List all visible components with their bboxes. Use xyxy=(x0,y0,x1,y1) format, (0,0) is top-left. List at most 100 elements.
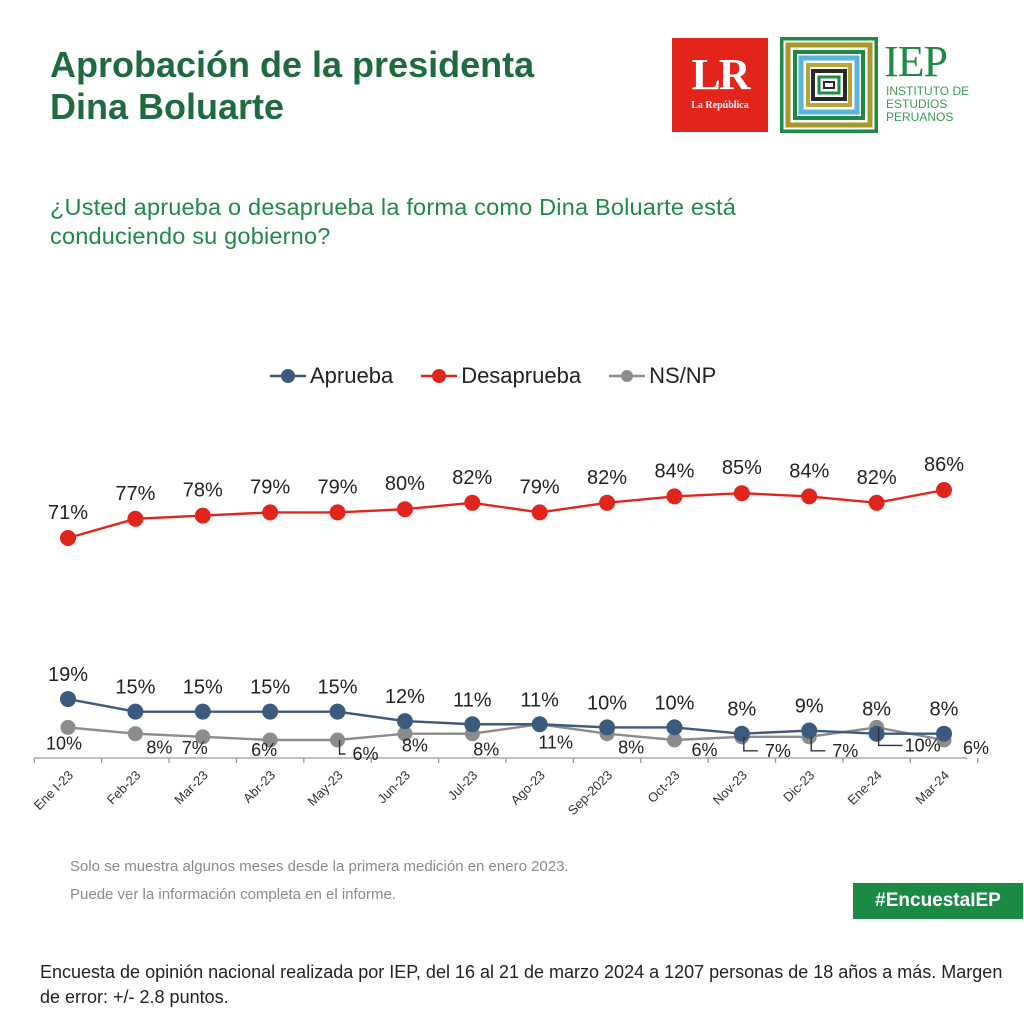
legend-label-aprueba: Aprueba xyxy=(310,363,394,388)
data-point-aprueba xyxy=(801,722,818,739)
data-label-nsnp: 8% xyxy=(473,740,499,760)
data-point-desaprueba xyxy=(868,494,885,511)
legend-item-aprueba: Aprueba xyxy=(270,363,393,389)
x-tick-label: Mar-23 xyxy=(171,768,211,808)
data-label-aprueba: 10% xyxy=(654,692,694,714)
data-label-nsnp: 7% xyxy=(832,741,858,761)
data-point-aprueba xyxy=(868,725,885,742)
data-point-nsnp xyxy=(60,719,76,735)
leader-line-nsnp xyxy=(810,736,826,752)
data-point-desaprueba xyxy=(262,504,279,521)
data-label-desaprueba: 77% xyxy=(115,483,155,505)
data-label-desaprueba: 79% xyxy=(250,476,290,498)
data-point-desaprueba xyxy=(599,494,616,511)
question-line-1: ¿Usted aprueba o desaprueba la forma com… xyxy=(50,194,737,220)
lr-logo-text: LR xyxy=(691,50,750,99)
data-label-aprueba: 8% xyxy=(862,699,891,721)
data-label-desaprueba: 79% xyxy=(520,476,560,498)
line-chart: Ene I-23 Feb-23 Mar-23 Abr-23 May-23 Jun-23 Ju… xyxy=(31,454,989,818)
data-label-nsnp: 6% xyxy=(353,744,379,764)
data-point-nsnp xyxy=(262,732,278,748)
data-label-desaprueba: 80% xyxy=(385,473,425,495)
data-point-nsnp xyxy=(127,726,143,742)
data-point-aprueba xyxy=(262,703,279,720)
legend-label-desaprueba: Desaprueba xyxy=(461,363,582,388)
chart-legend: Aprueba Desaprueba NS/NP xyxy=(270,361,716,391)
data-point-desaprueba xyxy=(194,507,211,524)
data-point-aprueba xyxy=(464,716,481,733)
x-tick-label: Dic-23 xyxy=(780,768,817,805)
question-line-2: conduciendo su gobierno? xyxy=(50,223,331,249)
data-label-nsnp: 8% xyxy=(618,738,644,758)
data-label-desaprueba: 71% xyxy=(48,502,88,524)
data-label-nsnp: 8% xyxy=(146,738,172,758)
data-point-desaprueba xyxy=(127,510,144,527)
x-tick-label: Feb-23 xyxy=(104,768,144,808)
iep-logo-subtext: INSTITUTO DE ESTUDIOS PERUANOS xyxy=(886,85,969,124)
legend-label-nsnp: NS/NP xyxy=(649,363,717,388)
data-point-aprueba xyxy=(936,725,952,742)
data-label-aprueba: 9% xyxy=(795,696,824,718)
page-title: Aprobación de la presidenta Dina Boluart… xyxy=(50,44,534,128)
data-point-nsnp xyxy=(397,726,413,742)
data-label-aprueba: 15% xyxy=(183,677,223,699)
data-point-desaprueba xyxy=(733,485,750,502)
title-line-2: Dina Boluarte xyxy=(50,86,285,127)
data-label-desaprueba: 84% xyxy=(789,460,829,482)
survey-methodology: Encuesta de opinión nacional realizada p… xyxy=(40,962,1003,1007)
data-label-aprueba: 8% xyxy=(930,699,959,721)
data-label-nsnp: 10% xyxy=(46,733,82,753)
leader-line-nsnp xyxy=(338,740,346,755)
data-point-nsnp xyxy=(666,732,682,748)
data-label-aprueba: 8% xyxy=(727,699,756,721)
data-point-desaprueba xyxy=(329,504,346,521)
leader-line-nsnp xyxy=(743,736,758,752)
footnote-line-1: Solo se muestra algunos meses desde la p… xyxy=(70,858,569,875)
data-point-desaprueba xyxy=(936,482,952,498)
data-point-desaprueba xyxy=(531,504,548,521)
data-label-aprueba: 12% xyxy=(385,686,425,708)
data-label-desaprueba: 85% xyxy=(722,457,762,479)
series-line-nsnp xyxy=(67,723,945,742)
x-tick-label: Abr-23 xyxy=(240,768,278,806)
legend-marker-nsnp xyxy=(609,370,646,382)
la-republica-logo: LR La República xyxy=(672,38,768,132)
data-label-desaprueba: 82% xyxy=(587,467,627,489)
data-point-desaprueba xyxy=(396,501,413,518)
title-line-1: Aprobación de la presidenta xyxy=(50,44,535,85)
data-point-aprueba xyxy=(733,725,750,742)
data-label-nsnp: 7% xyxy=(182,738,208,758)
data-label-nsnp: 10% xyxy=(905,735,941,755)
hashtag-badge: #EncuestaIEP xyxy=(853,883,1023,919)
data-point-desaprueba xyxy=(464,494,481,511)
data-label-nsnp: 6% xyxy=(963,738,989,758)
x-tick-label: Nov-23 xyxy=(710,768,750,808)
data-point-aprueba xyxy=(531,716,548,733)
data-label-aprueba: 11% xyxy=(453,689,492,711)
x-tick-label: Oct-23 xyxy=(644,768,682,806)
data-label-desaprueba: 84% xyxy=(654,460,694,482)
legend-item-nsnp: NS/NP xyxy=(609,363,716,389)
data-label-nsnp: 11% xyxy=(538,732,573,752)
data-point-desaprueba xyxy=(60,530,76,546)
data-point-aprueba xyxy=(666,719,683,736)
legend-item-desaprueba: Desaprueba xyxy=(421,363,581,389)
data-point-aprueba xyxy=(599,719,616,736)
data-label-desaprueba: 82% xyxy=(857,467,897,489)
data-label-nsnp: 6% xyxy=(251,740,277,760)
data-point-aprueba xyxy=(194,703,211,720)
x-tick-label: Jul-23 xyxy=(445,768,481,804)
series-line-desaprueba xyxy=(67,488,945,540)
data-label-aprueba: 15% xyxy=(318,677,358,699)
x-tick-label: Sep-2023 xyxy=(565,768,615,818)
lr-logo-subtext: La República xyxy=(691,100,749,111)
data-point-aprueba xyxy=(127,703,144,720)
data-point-nsnp xyxy=(195,729,211,745)
iep-logo-text: IEP xyxy=(884,37,948,86)
survey-question: ¿Usted aprueba o desaprueba la forma com… xyxy=(50,193,910,251)
data-label-aprueba: 11% xyxy=(520,689,559,711)
data-label-nsnp: 6% xyxy=(691,740,717,760)
data-label-aprueba: 15% xyxy=(115,677,155,699)
x-tick-label: Ene I-23 xyxy=(31,768,76,813)
data-point-aprueba xyxy=(329,703,346,720)
